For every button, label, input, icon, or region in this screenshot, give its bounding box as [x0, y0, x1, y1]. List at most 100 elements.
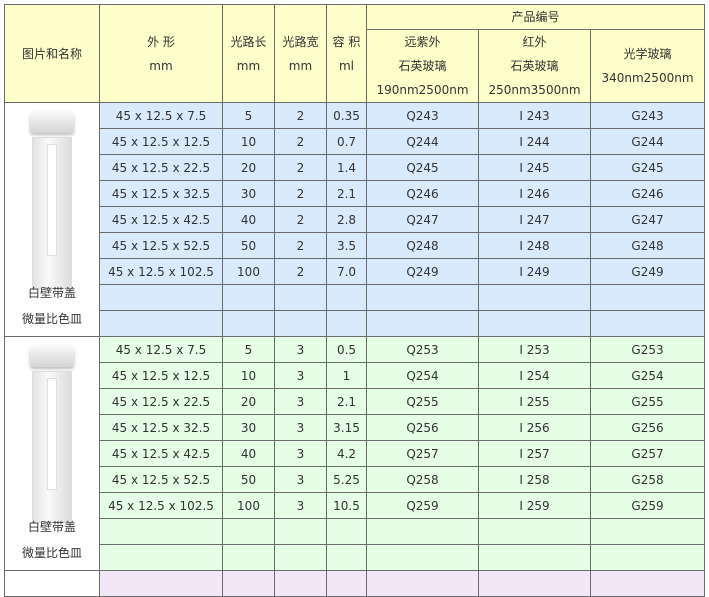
table-cell: G248 — [590, 232, 705, 259]
table-cell: I 259 — [478, 492, 591, 519]
header-product-code: 产品编号 — [366, 4, 705, 30]
table-cell: I 254 — [478, 362, 591, 389]
table-row: 45 x 12.5 x 12.5 10 3 1 Q254 I 254 G254 — [5, 362, 705, 389]
table-cell: I 244 — [478, 128, 591, 155]
table-cell: I 248 — [478, 232, 591, 259]
table-row: 45 x 12.5 x 52.5 50 2 3.5 Q248 I 248 G248 — [5, 232, 705, 259]
table-cell — [274, 544, 327, 571]
table-cell: 5.25 — [326, 466, 367, 493]
table-cell: G255 — [590, 388, 705, 415]
table-cell: 3 — [274, 362, 327, 389]
table-cell: 40 — [222, 440, 275, 467]
header-volume: 容 积 ml — [326, 4, 367, 103]
table-cell: 45 x 12.5 x 7.5 — [99, 102, 223, 129]
table-row: 45 x 12.5 x 22.5 20 3 2.1 Q255 I 255 G255 — [5, 388, 705, 415]
table-cell: 10 — [222, 128, 275, 155]
table-cell: 2 — [274, 154, 327, 181]
table-cell — [274, 518, 327, 545]
table-cell: 10.5 — [326, 492, 367, 519]
table-cell: 2 — [274, 206, 327, 233]
table-row: 白壁带盖 微量比色皿 45 x 12.5 x 7.5 5 2 0.35 Q243 I 243 G… — [4, 102, 705, 337]
table-cell: 2 — [274, 128, 327, 155]
table-row: 45 x 12.5 x 32.5 30 3 3.15 Q256 I 256 G256 — [5, 414, 705, 441]
table-cell: 45 x 12.5 x 22.5 — [99, 154, 223, 181]
table-cell: G244 — [590, 128, 705, 155]
table-cell: I 257 — [478, 440, 591, 467]
table-cell: G253 — [590, 336, 705, 363]
table-cell: 5 — [222, 336, 275, 363]
table-cell: G257 — [590, 440, 705, 467]
table-cell: 45 x 12.5 x 32.5 — [99, 414, 223, 441]
table-cell: G254 — [590, 362, 705, 389]
table-row: 45 x 12.5 x 102.5 100 3 10.5 Q259 I 259 G259 — [5, 492, 705, 519]
table-cell: 2.1 — [326, 388, 367, 415]
table-row: 45 x 12.5 x 42.5 40 3 4.2 Q257 I 257 G257 — [5, 440, 705, 467]
table-cell: I 253 — [478, 336, 591, 363]
table-cell: 3.5 — [326, 232, 367, 259]
table-cell: 1.4 — [326, 154, 367, 181]
cuvette-image — [22, 111, 82, 291]
product-name: 白壁带盖 微量比色皿 — [21, 286, 82, 326]
table-cell — [478, 544, 591, 571]
table-cell: 0.35 — [326, 102, 367, 129]
table-cell: 45 x 12.5 x 12.5 — [99, 362, 223, 389]
table-cell — [590, 518, 705, 545]
table-cell: G245 — [590, 154, 705, 181]
table-cell: 0.7 — [326, 128, 367, 155]
table-cell — [478, 518, 591, 545]
table-cell — [590, 544, 705, 571]
table-row — [4, 570, 705, 597]
table-cell: 2 — [274, 102, 327, 129]
table-cell: 45 x 12.5 x 32.5 — [99, 180, 223, 207]
header-quartz-uv: 远紫外 石英玻璃 190nm2500nm — [366, 29, 479, 103]
table-cell: 2.8 — [326, 206, 367, 233]
table-cell — [366, 518, 479, 545]
table-cell: 45 x 12.5 x 102.5 — [99, 492, 223, 519]
table-cell: G256 — [590, 414, 705, 441]
header-path-length: 光路长 mm — [222, 4, 275, 103]
table-cell: Q249 — [366, 258, 479, 285]
table-cell: Q248 — [366, 232, 479, 259]
product-name: 白壁带盖 微量比色皿 — [21, 520, 82, 560]
table-cell — [590, 284, 705, 311]
table-cell: 45 x 12.5 x 42.5 — [99, 440, 223, 467]
table-cell: 45 x 12.5 x 7.5 — [99, 336, 223, 363]
table-cell: Q244 — [366, 128, 479, 155]
table-cell: 2 — [274, 258, 327, 285]
table-cell — [222, 310, 275, 337]
table-cell: Q243 — [366, 102, 479, 129]
table-row: 45 x 12.5 x 32.5 30 2 2.1 Q246 I 246 G246 — [5, 180, 705, 207]
table-cell: 3 — [274, 492, 327, 519]
table-cell: 30 — [222, 180, 275, 207]
table-row: 45 x 12.5 x 102.5 100 2 7.0 Q249 I 249 G249 — [5, 258, 705, 285]
header-shape: 外 形 mm — [99, 4, 223, 103]
table-cell — [274, 310, 327, 337]
table-cell: G243 — [590, 102, 705, 129]
table-cell: Q253 — [366, 336, 479, 363]
table-cell: 45 x 12.5 x 42.5 — [99, 206, 223, 233]
table-cell: I 246 — [478, 180, 591, 207]
table-cell — [99, 284, 223, 311]
table-cell — [222, 544, 275, 571]
table-cell — [366, 284, 479, 311]
table-cell: Q259 — [366, 492, 479, 519]
table-cell: I 243 — [478, 102, 591, 129]
cuvette-spec-table: 图片和名称 外 形 mm 光路长 mm 光路宽 mm 容 积 ml 产品编号 远紫外 石英… — [4, 4, 705, 597]
table-cell — [99, 544, 223, 571]
product-cell: 白壁带盖 微量比色皿 — [4, 102, 100, 337]
table-cell: 3 — [274, 466, 327, 493]
table-row: 45 x 12.5 x 42.5 40 2 2.8 Q247 I 247 G247 — [5, 206, 705, 233]
table-cell: 45 x 12.5 x 52.5 — [99, 466, 223, 493]
table-cell: 2.1 — [326, 180, 367, 207]
table-row: 45 x 12.5 x 52.5 50 3 5.25 Q258 I 258 G258 — [5, 466, 705, 493]
table-cell — [326, 544, 367, 571]
table-cell — [590, 310, 705, 337]
table-cell: Q245 — [366, 154, 479, 181]
table-cell: 2 — [274, 180, 327, 207]
table-cell: 4.2 — [326, 440, 367, 467]
table-cell — [478, 284, 591, 311]
table-cell: 100 — [222, 258, 275, 285]
table-cell — [222, 518, 275, 545]
header-path-width: 光路宽 mm — [274, 4, 327, 103]
table-cell: I 256 — [478, 414, 591, 441]
